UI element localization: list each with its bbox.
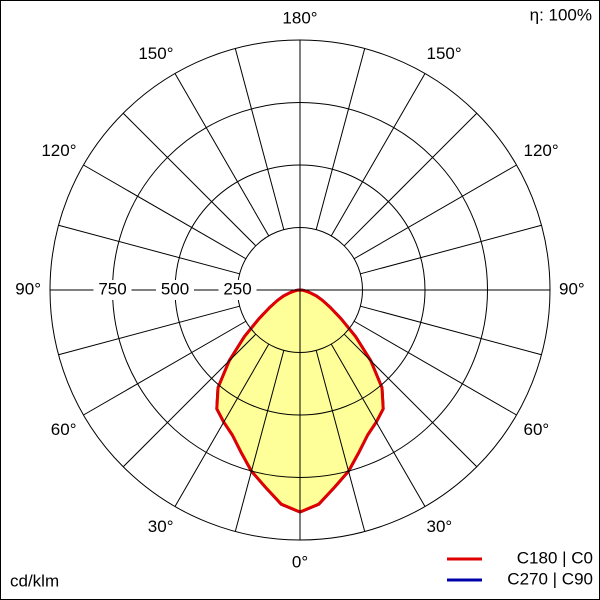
unit-label: cd/klm (10, 571, 59, 590)
angle-label: 120° (523, 141, 558, 160)
angle-label: 120° (41, 141, 76, 160)
angle-label: 150° (427, 44, 462, 63)
spoke (234, 350, 285, 532)
spoke (83, 164, 247, 260)
angle-label: 30° (148, 517, 174, 536)
angle-label: 90° (15, 279, 41, 298)
r-tick-label: 750 (98, 279, 126, 298)
legend-label: C180 | C0 (517, 548, 593, 567)
spoke (315, 350, 366, 532)
label-bg (218, 280, 257, 300)
angle-label: 0° (292, 552, 308, 571)
spoke (330, 343, 426, 507)
r-tick-label: 250 (223, 279, 251, 298)
spoke (353, 164, 517, 260)
spoke (174, 73, 270, 237)
spoke (360, 224, 542, 275)
efficiency: η: 100% (530, 5, 592, 24)
label-bg (93, 280, 132, 300)
spoke (174, 343, 270, 507)
spoke (343, 112, 478, 247)
spoke (122, 333, 257, 468)
legend-label: C270 | C90 (507, 569, 593, 588)
angle-label: 60° (51, 420, 77, 439)
spoke (58, 305, 240, 356)
angle-label: 180° (282, 8, 317, 27)
spoke (330, 73, 426, 237)
angle-label: 90° (559, 279, 585, 298)
spoke (234, 48, 285, 230)
spoke (353, 320, 517, 416)
angle-label: 150° (138, 44, 173, 63)
spoke (83, 320, 247, 416)
spoke (315, 48, 366, 230)
spoke (58, 224, 240, 275)
angle-label: 30° (427, 517, 453, 536)
angle-label: 60° (523, 420, 549, 439)
r-tick-label: 500 (161, 279, 189, 298)
spoke (343, 333, 478, 468)
label-bg (156, 280, 194, 300)
spoke (122, 112, 257, 247)
spoke (360, 305, 542, 356)
